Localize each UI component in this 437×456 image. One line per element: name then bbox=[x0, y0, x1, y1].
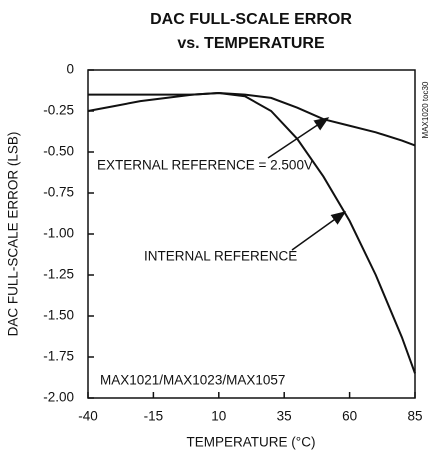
arrow bbox=[267, 117, 330, 159]
y-tick-label: -1.00 bbox=[43, 226, 74, 241]
chart-title: vs. TEMPERATURE bbox=[177, 35, 325, 52]
x-tick-label: 10 bbox=[211, 409, 226, 424]
y-tick-label: -2.00 bbox=[43, 390, 74, 405]
annotation: INTERNAL REFERENCE bbox=[144, 249, 297, 264]
x-tick-label: -15 bbox=[144, 409, 164, 424]
x-tick-label: 35 bbox=[277, 409, 292, 424]
y-tick-label: -1.50 bbox=[43, 308, 74, 323]
chart-title: DAC FULL-SCALE ERROR bbox=[150, 11, 352, 28]
y-axis-label: DAC FULL-SCALE ERROR (LSB) bbox=[6, 132, 21, 337]
x-tick-label: -40 bbox=[78, 409, 98, 424]
arrow bbox=[291, 211, 347, 251]
annotation: MAX1021/MAX1023/MAX1057 bbox=[100, 373, 285, 388]
y-tick-label: -1.75 bbox=[43, 349, 74, 364]
annotation: MAX1020 toc30 bbox=[421, 81, 430, 138]
x-tick-label: 85 bbox=[407, 409, 422, 424]
y-tick-label: -0.50 bbox=[43, 144, 74, 159]
y-tick-label: -1.25 bbox=[43, 267, 74, 282]
y-tick-label: -0.75 bbox=[43, 185, 74, 200]
x-tick-label: 60 bbox=[342, 409, 357, 424]
series-line bbox=[88, 91, 416, 374]
series-line bbox=[87, 91, 416, 147]
plot-frame bbox=[87, 69, 416, 399]
x-axis-label: TEMPERATURE (°C) bbox=[187, 435, 316, 450]
y-tick-label: 0 bbox=[66, 62, 74, 77]
y-tick-label: -0.25 bbox=[43, 103, 74, 118]
annotation: EXTERNAL REFERENCE = 2.500V bbox=[97, 158, 313, 173]
